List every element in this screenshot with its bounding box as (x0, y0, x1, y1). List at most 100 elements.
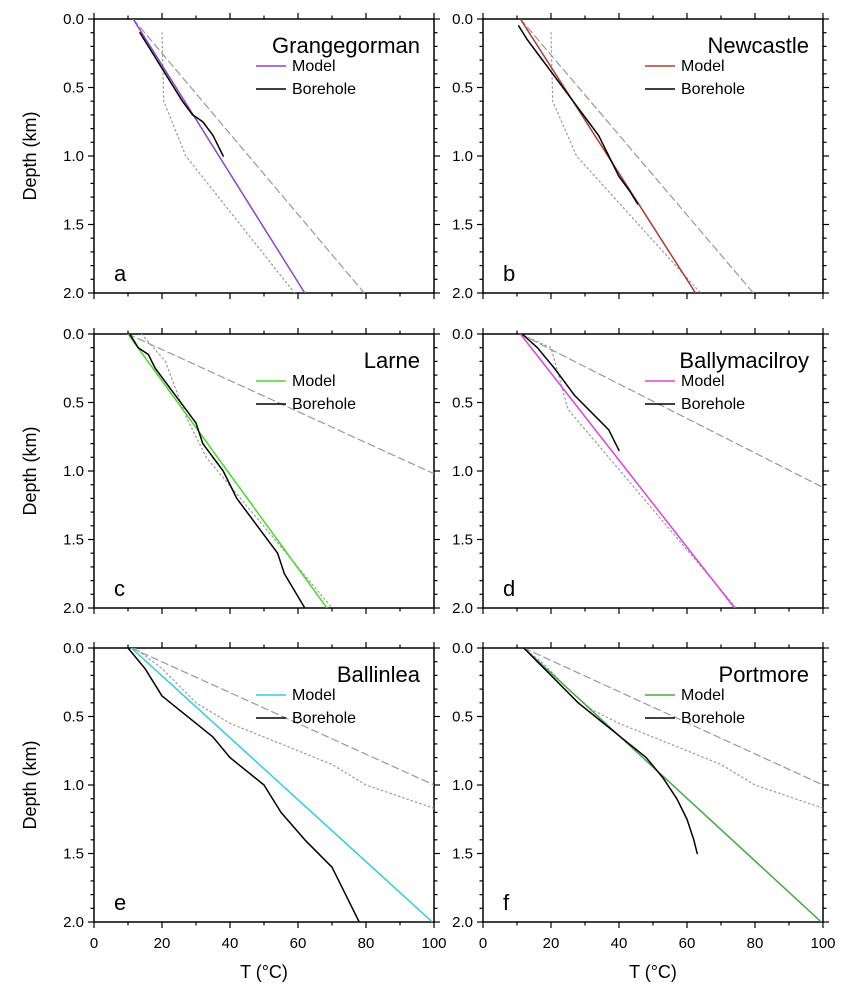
series-model (132, 19, 306, 293)
y-tick-label: 1.5 (63, 846, 84, 863)
legend-model-label: Model (681, 373, 725, 390)
x-tick-label: 0 (90, 935, 98, 952)
plot-frame (482, 647, 824, 923)
series-group (519, 334, 823, 608)
y-axis-label: Depth (km) (20, 111, 40, 200)
x-tick-label: 0 (479, 935, 487, 952)
y-tick-label: 1.5 (452, 846, 473, 863)
series-lower-bound (523, 648, 823, 809)
y-tick-label: 0.5 (452, 80, 473, 97)
panel-letter: e (114, 890, 126, 915)
series-borehole (139, 31, 224, 157)
site-title: Grangegorman (272, 33, 420, 58)
legend-model-label: Model (681, 687, 725, 704)
plot-frame (482, 18, 824, 294)
y-tick-label: 0.0 (452, 11, 473, 28)
legend-model-label: Model (292, 687, 336, 704)
y-tick-label: 2.0 (63, 285, 84, 302)
panel-letter: b (503, 261, 515, 286)
y-tick-label: 1.0 (63, 463, 84, 480)
x-tick-label: 40 (611, 935, 628, 952)
series-lower-bound (134, 648, 434, 809)
series-borehole (523, 648, 698, 855)
y-tick-label: 1.0 (452, 463, 473, 480)
y-tick-label: 1.0 (452, 148, 473, 165)
y-tick-label: 1.5 (63, 532, 84, 549)
panel-letter: c (114, 576, 125, 601)
y-tick-label: 0.5 (452, 395, 473, 412)
panel-letter: d (503, 576, 515, 601)
series-model (519, 334, 736, 608)
legend-borehole-label: Borehole (681, 81, 745, 98)
plot-frame (93, 18, 435, 294)
site-title: Larne (364, 348, 420, 373)
y-tick-label: 2.0 (63, 914, 84, 931)
y-tick-label: 2.0 (452, 285, 473, 302)
series-group (127, 334, 434, 608)
y-tick-label: 1.5 (452, 217, 473, 234)
y-tick-label: 1.0 (63, 777, 84, 794)
y-tick-label: 1.0 (452, 777, 473, 794)
y-tick-label: 2.0 (452, 914, 473, 931)
y-tick-label: 0.5 (63, 395, 84, 412)
x-tick-label: 20 (154, 935, 171, 952)
legend-borehole-label: Borehole (681, 710, 745, 727)
series-upper-bound (130, 648, 434, 786)
series-group (132, 19, 365, 293)
panel-letter: f (503, 890, 510, 915)
y-tick-label: 1.5 (452, 532, 473, 549)
series-model (130, 648, 434, 922)
series-group (523, 648, 823, 922)
y-tick-label: 2.0 (452, 600, 473, 617)
x-tick-label: 20 (543, 935, 560, 952)
x-tick-label: 80 (358, 935, 375, 952)
series-borehole (127, 648, 360, 922)
site-title: Newcastle (708, 33, 809, 58)
y-tick-label: 0.0 (63, 640, 84, 657)
legend-model-label: Model (681, 58, 725, 75)
plot-frame (482, 333, 824, 609)
y-tick-label: 0.0 (452, 640, 473, 657)
x-tick-label: 100 (810, 935, 835, 952)
x-axis-label: T (°C) (240, 962, 288, 982)
series-lower-bound (140, 334, 333, 608)
series-borehole (521, 334, 620, 452)
series-borehole (128, 334, 306, 608)
y-tick-label: 0.5 (63, 709, 84, 726)
x-tick-label: 60 (679, 935, 696, 952)
x-axis-label: T (°C) (629, 962, 677, 982)
legend-model-label: Model (292, 58, 336, 75)
site-title: Ballinlea (337, 662, 421, 687)
plot-frame (93, 333, 435, 609)
panel-e: 0.0 0.5 1.0 1.5 2.0 Depth (km) 0 20 40 60 80 100 T (… (20, 640, 447, 982)
y-tick-label: 2.0 (63, 600, 84, 617)
legend-borehole-label: Borehole (681, 396, 745, 413)
site-title: Ballymacilroy (679, 348, 809, 373)
series-lower-bound (550, 32, 702, 293)
y-axis-label: Depth (km) (20, 426, 40, 515)
series-group (127, 648, 434, 922)
y-axis-label: Depth (km) (20, 740, 40, 829)
series-model (519, 19, 697, 293)
series-lower-bound (161, 32, 296, 293)
panel-letter: a (114, 261, 127, 286)
y-tick-label: 0.0 (63, 326, 84, 343)
site-title: Portmore (719, 662, 809, 687)
y-tick-label: 0.5 (452, 709, 473, 726)
y-tick-label: 0.0 (63, 11, 84, 28)
series-upper-bound (519, 19, 754, 293)
series-group (517, 19, 754, 293)
y-tick-label: 0.0 (452, 326, 473, 343)
panel-a: 0.0 0.5 1.0 1.5 2.0 Depth (km) GrangegormanMod… (20, 11, 440, 302)
y-tick-label: 1.0 (63, 148, 84, 165)
panel-f: 0.0 0.5 1.0 1.5 2.0 0 20 40 60 80 100 T (°C) Portmor… (452, 640, 835, 982)
y-tick-label: 1.5 (63, 217, 84, 234)
series-borehole (517, 25, 639, 205)
legend-model-label: Model (292, 373, 336, 390)
x-tick-label: 80 (747, 935, 764, 952)
series-upper-bound (523, 648, 823, 786)
x-tick-label: 40 (222, 935, 239, 952)
